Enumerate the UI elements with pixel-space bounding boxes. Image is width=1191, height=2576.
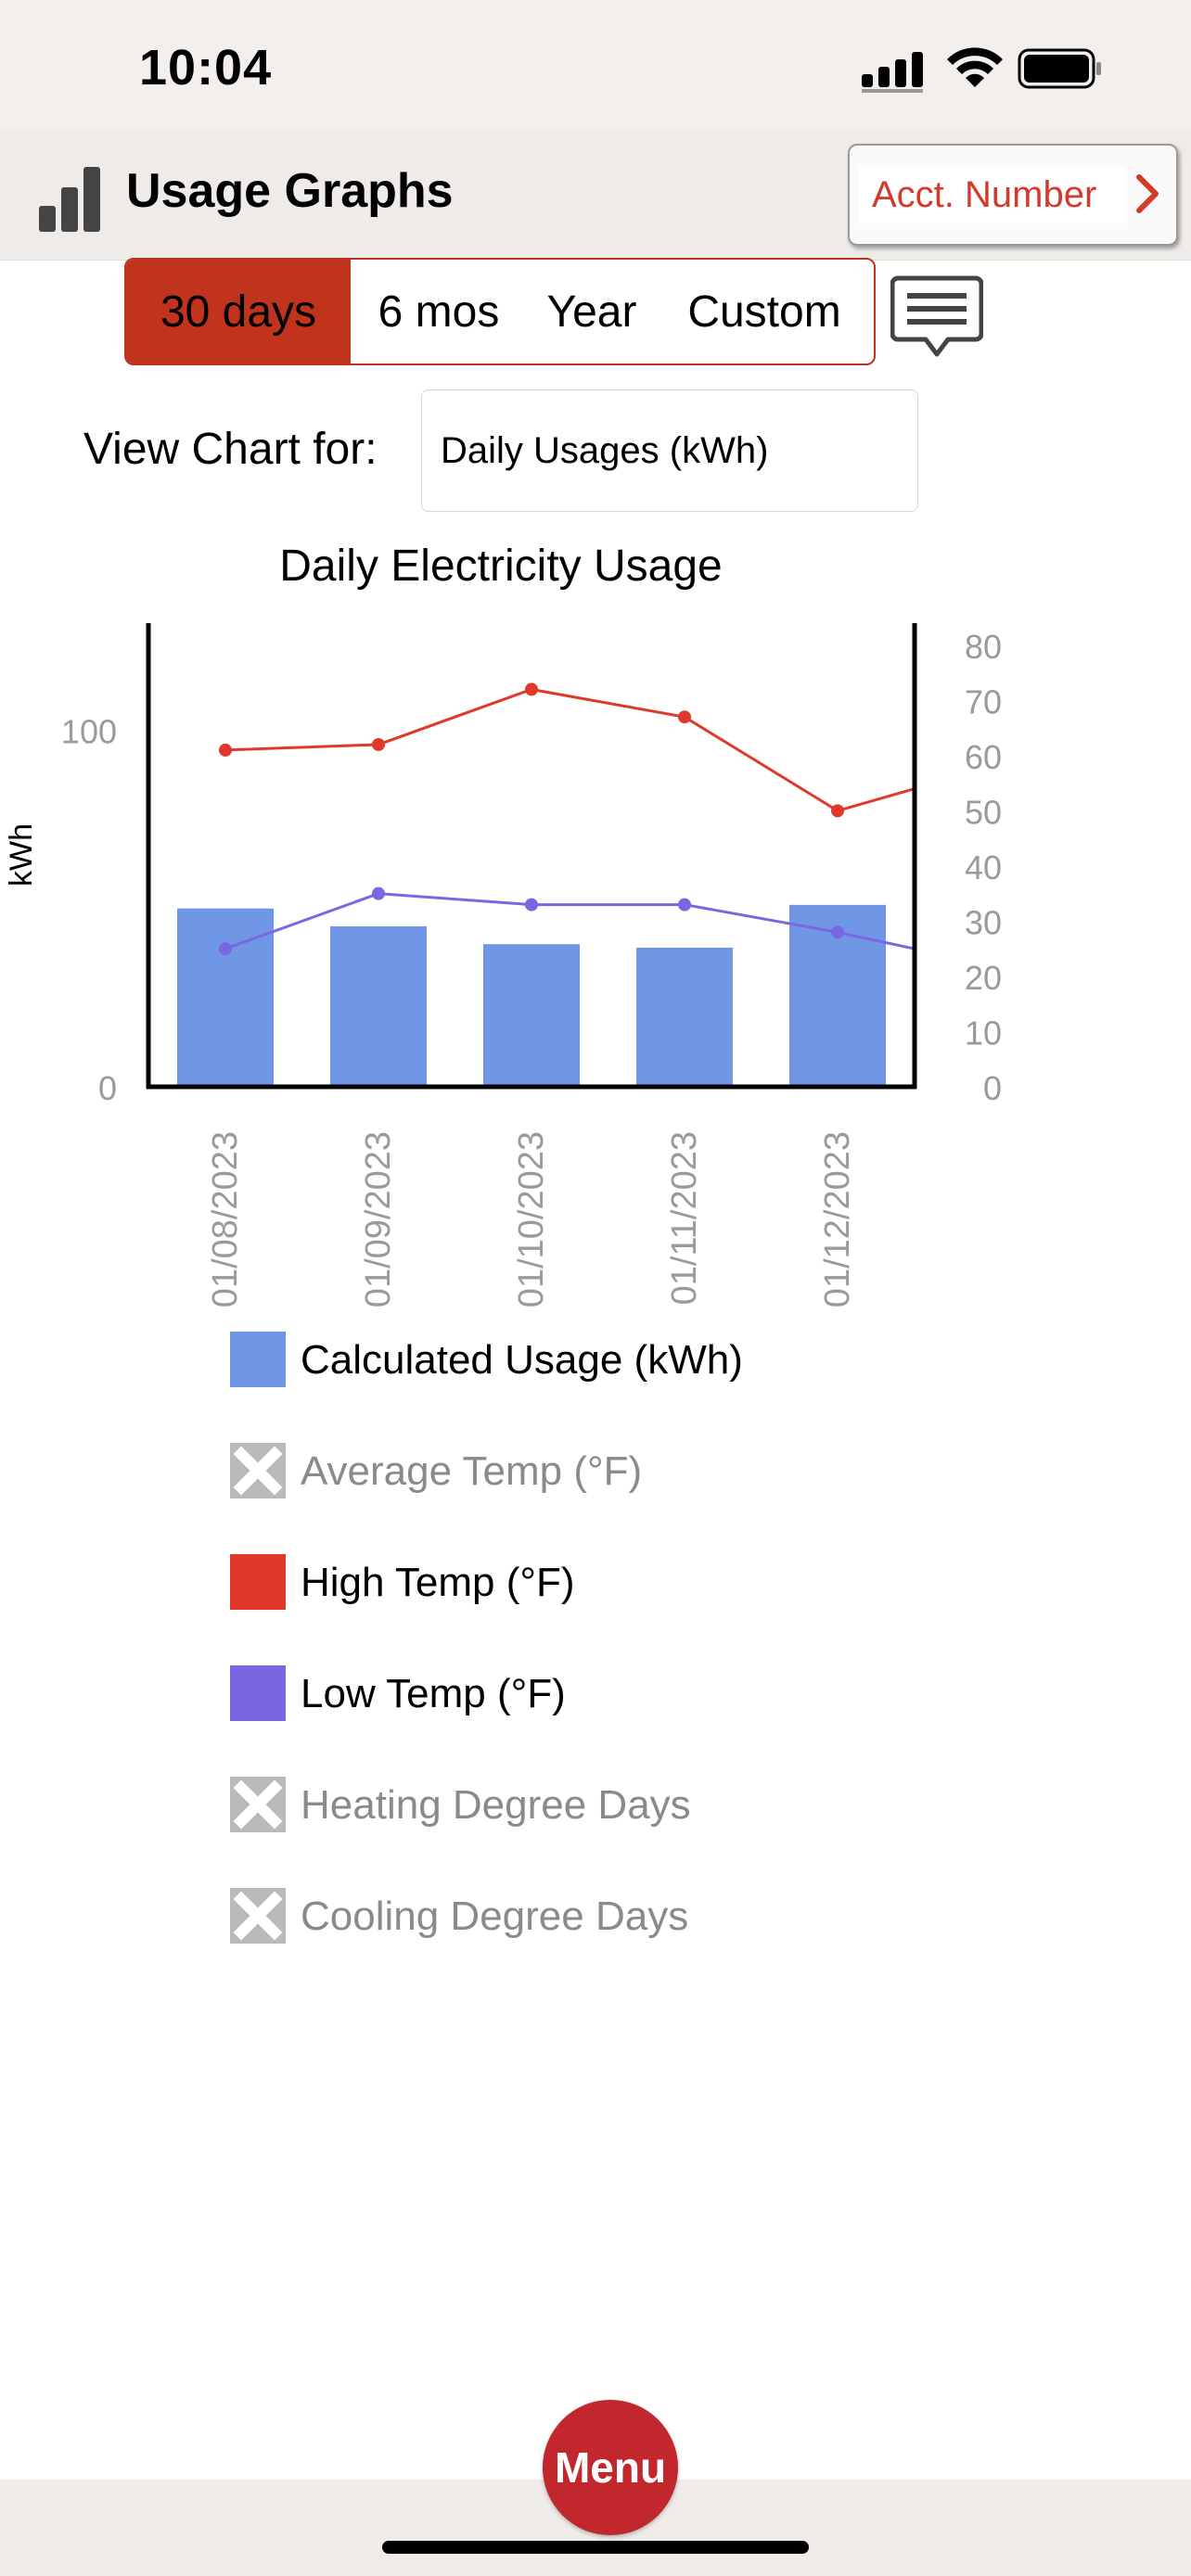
high-temp-line bbox=[224, 687, 916, 813]
y2-tick-label: 70 bbox=[965, 682, 1002, 721]
message-icon[interactable] bbox=[890, 273, 983, 365]
high-temp-point bbox=[525, 682, 538, 696]
legend-item-cooling-degree-days[interactable]: Cooling Degree Days bbox=[230, 1888, 879, 1944]
disabled-x-icon bbox=[230, 1888, 286, 1944]
low-temp-point bbox=[831, 925, 844, 939]
y2-tick-label: 20 bbox=[965, 959, 1002, 997]
usage-bar bbox=[330, 925, 427, 1087]
legend-item-calculated-usage[interactable]: Calculated Usage (kWh) bbox=[230, 1332, 879, 1387]
high-temp-point bbox=[831, 804, 844, 818]
legend-swatch bbox=[230, 1665, 286, 1721]
usage-chart: 0 100 0 10 20 30 40 50 60 70 80 kWh 01/08/2023 01/09/… bbox=[4, 623, 1002, 1307]
range-segmented-control: 30 days 6 mos Year Custom bbox=[124, 258, 876, 365]
y2-tick-label: 30 bbox=[965, 903, 1002, 941]
chart-type-select[interactable]: Daily Usages (kWh) bbox=[421, 389, 918, 512]
status-time: 10:04 bbox=[139, 40, 273, 96]
low-temp-point bbox=[219, 942, 232, 956]
page-title: Usage Graphs bbox=[126, 164, 454, 218]
disabled-x-icon bbox=[230, 1443, 286, 1498]
y2-tick-label: 50 bbox=[965, 793, 1002, 831]
cellular-signal-icon bbox=[862, 52, 923, 93]
y2-tick-label: 0 bbox=[983, 1069, 1002, 1107]
y2-tick-label: 10 bbox=[965, 1014, 1002, 1052]
legend-label: Calculated Usage (kWh) bbox=[301, 1337, 743, 1383]
y2-tick-label: 60 bbox=[965, 738, 1002, 776]
account-number-button[interactable]: Acct. Number bbox=[848, 144, 1178, 246]
status-bar: 10:04 bbox=[0, 0, 1191, 130]
legend-item-high-temp[interactable]: High Temp (°F) bbox=[230, 1554, 879, 1610]
wifi-icon bbox=[947, 47, 1003, 87]
legend-item-low-temp[interactable]: Low Temp (°F) bbox=[230, 1665, 879, 1721]
high-temp-point bbox=[678, 710, 691, 724]
legend-label: Heating Degree Days bbox=[301, 1782, 691, 1828]
legend-label: Average Temp (°F) bbox=[301, 1448, 643, 1494]
x-tick-label: 01/08/2023 bbox=[206, 1131, 245, 1307]
legend-label: High Temp (°F) bbox=[301, 1560, 575, 1605]
battery-icon bbox=[1018, 48, 1101, 89]
low-temp-point bbox=[372, 886, 385, 900]
legend-swatch bbox=[230, 1554, 286, 1610]
chart-title: Daily Electricity Usage bbox=[279, 542, 723, 591]
status-icons bbox=[862, 47, 1101, 93]
usage-bar bbox=[483, 944, 580, 1087]
low-temp-line bbox=[224, 892, 916, 950]
y2-tick-label: 80 bbox=[965, 628, 1002, 666]
y-tick-label: 0 bbox=[98, 1069, 117, 1107]
range-tab-6-mos[interactable]: 6 mos bbox=[378, 287, 500, 337]
range-tab-30-days[interactable]: 30 days bbox=[126, 260, 351, 363]
x-tick-label: 01/11/2023 bbox=[665, 1131, 704, 1305]
home-indicator bbox=[382, 2541, 809, 2554]
low-temp-point bbox=[525, 898, 538, 912]
y2-tick-label: 40 bbox=[965, 848, 1002, 886]
legend-label: Low Temp (°F) bbox=[301, 1671, 566, 1716]
account-number-label: Acct. Number bbox=[859, 166, 1124, 223]
high-temp-point bbox=[372, 737, 385, 751]
legend-label: Cooling Degree Days bbox=[301, 1894, 689, 1939]
range-tab-year[interactable]: Year bbox=[546, 287, 637, 337]
usage-bar bbox=[636, 948, 733, 1087]
legend-item-heating-degree-days[interactable]: Heating Degree Days bbox=[230, 1777, 879, 1832]
x-tick-label: 01/09/2023 bbox=[359, 1131, 398, 1307]
range-tab-custom[interactable]: Custom bbox=[687, 287, 841, 337]
menu-button[interactable]: Menu bbox=[543, 2400, 678, 2535]
legend-swatch bbox=[230, 1332, 286, 1387]
low-temp-point bbox=[678, 898, 691, 912]
high-temp-point bbox=[219, 743, 232, 757]
y-axis-label: kWh bbox=[4, 823, 39, 886]
bar-chart-icon bbox=[39, 167, 100, 232]
disabled-x-icon bbox=[230, 1777, 286, 1832]
view-chart-label: View Chart for: bbox=[83, 425, 378, 474]
y-tick-label: 100 bbox=[61, 712, 117, 750]
chevron-right-icon bbox=[1136, 174, 1159, 213]
x-tick-label: 01/12/2023 bbox=[818, 1131, 857, 1307]
x-tick-label: 01/10/2023 bbox=[512, 1131, 551, 1307]
legend-item-average-temp[interactable]: Average Temp (°F) bbox=[230, 1443, 879, 1498]
